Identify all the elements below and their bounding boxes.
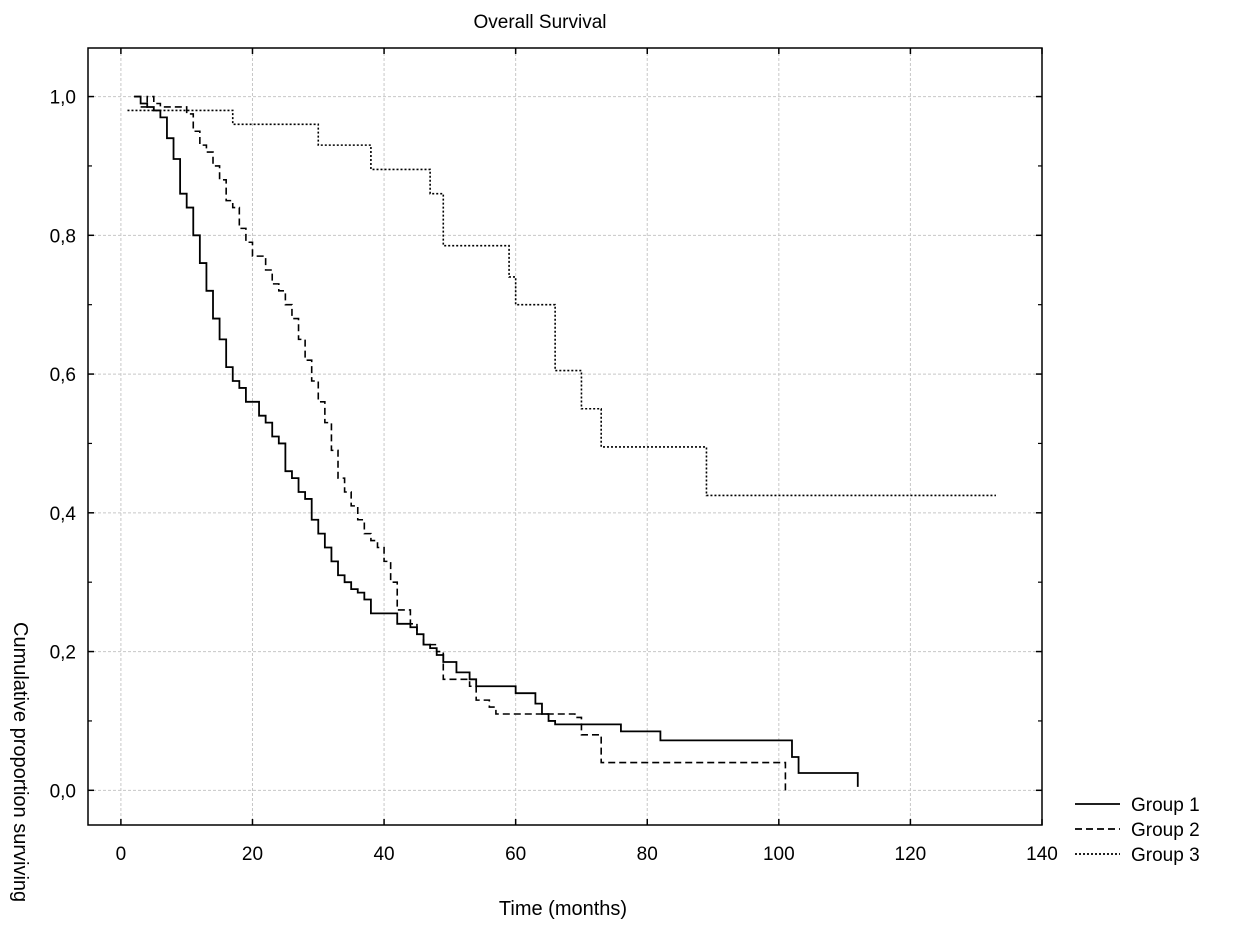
x-tick-label: 40: [373, 844, 394, 865]
chart-title: Overall Survival: [473, 12, 606, 33]
y-axis-label: Cumulative proportion surviving: [9, 622, 31, 902]
legend-label-group-3: Group 3: [1131, 845, 1200, 866]
plot-frame: [87, 47, 1043, 826]
legend-label-group-1: Group 1: [1131, 795, 1200, 816]
y-tick-label: 0,2: [50, 643, 76, 664]
y-tick-label: 0,4: [50, 504, 77, 525]
x-tick-label: 100: [763, 844, 795, 865]
series-line-group-3: [127, 109, 996, 497]
axis-ticks: [88, 48, 1043, 825]
series-lines: [127, 95, 996, 791]
x-tick-label: 140: [1026, 844, 1058, 865]
series-line-group-1: [134, 95, 859, 787]
y-tick-label: 0,8: [50, 226, 76, 247]
y-tick-label: 0,0: [50, 781, 76, 802]
x-tick-label: 80: [637, 844, 658, 865]
x-tick-label: 0: [116, 844, 127, 865]
series-line-group-2: [140, 95, 787, 791]
x-axis-label: Time (months): [499, 898, 627, 920]
y-tick-label: 1,0: [50, 88, 76, 109]
y-tick-label: 0,6: [50, 365, 76, 386]
x-tick-label: 60: [505, 844, 526, 865]
legend-label-group-2: Group 2: [1131, 820, 1200, 841]
x-tick-label: 120: [895, 844, 927, 865]
legend: Group 1 Group 2 Group 3: [1075, 795, 1200, 866]
tick-labels: 0 20 40 60 80 100 120 140 0,0 0,2 0,4 0,6 0,8 1,0: [50, 88, 1058, 865]
x-tick-label: 20: [242, 844, 263, 865]
grid-lines: [88, 48, 1042, 825]
